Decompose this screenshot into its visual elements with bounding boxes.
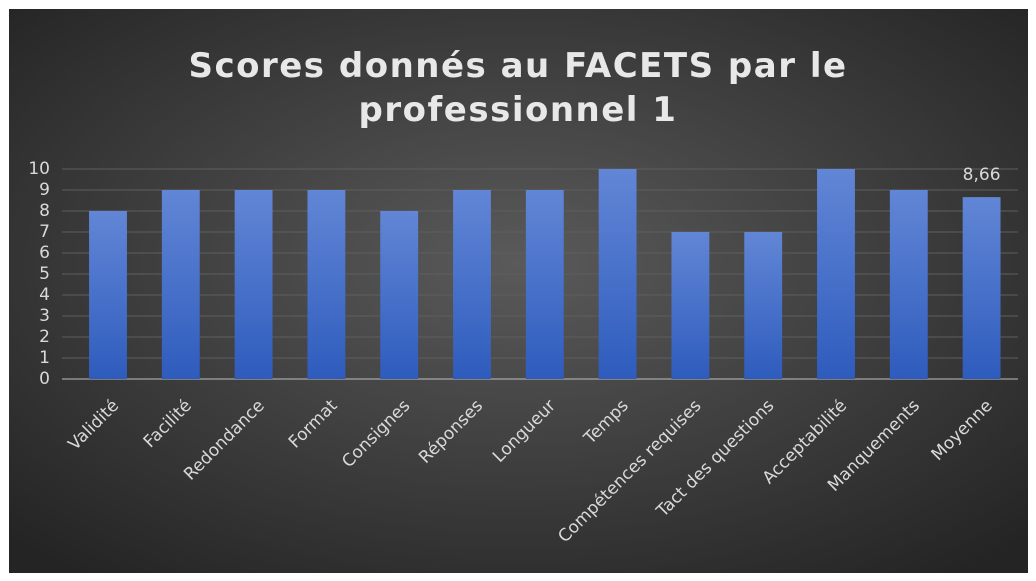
y-tick-label: 3 (39, 306, 50, 326)
bar (962, 197, 1001, 379)
y-tick-label: 1 (39, 348, 50, 368)
bar (161, 190, 200, 379)
bar (380, 211, 419, 379)
y-tick-label: 2 (39, 327, 50, 347)
data-label: 8,66 (963, 165, 1001, 185)
y-tick-label: 4 (39, 285, 50, 305)
bar (889, 190, 928, 379)
bar (234, 190, 273, 379)
chart-title: Scores donnés au FACETS par le professio… (188, 46, 848, 130)
y-tick-label: 6 (39, 243, 50, 263)
bar (89, 211, 127, 379)
y-tick-label: 10 (28, 159, 50, 179)
y-tick-label: 0 (39, 369, 50, 389)
y-tick-label: 9 (39, 180, 50, 200)
y-tick-label: 7 (39, 222, 50, 242)
bar (525, 190, 564, 379)
bar (744, 232, 783, 379)
bar (453, 190, 491, 379)
bar (307, 190, 346, 379)
y-tick-label: 8 (39, 201, 50, 221)
y-tick-label: 5 (39, 264, 50, 284)
bar (598, 169, 637, 379)
bar (671, 232, 710, 379)
bar (817, 169, 855, 379)
